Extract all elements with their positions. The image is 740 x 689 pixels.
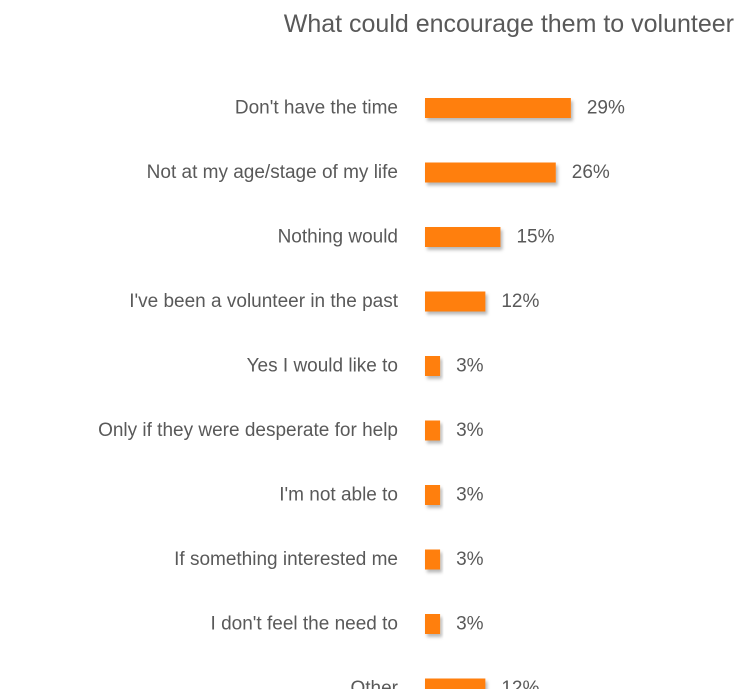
category-label: Don't have the time xyxy=(235,98,398,119)
category-label: Only if they were desperate for help xyxy=(98,420,398,441)
chart-title: What could encourage them to volunteer xyxy=(283,10,734,38)
category-label: Nothing would xyxy=(278,227,398,248)
value-label: 12% xyxy=(501,678,539,689)
bar xyxy=(425,420,441,441)
value-label: 3% xyxy=(456,549,484,570)
value-label: 26% xyxy=(572,162,610,183)
category-label: I don't feel the need to xyxy=(211,614,398,635)
value-label: 3% xyxy=(456,614,484,635)
bar xyxy=(425,98,571,118)
value-label: 12% xyxy=(501,291,539,312)
bar xyxy=(425,162,556,183)
category-label: Not at my age/stage of my life xyxy=(147,162,398,183)
value-label: 3% xyxy=(456,356,484,377)
bar xyxy=(425,291,486,312)
category-label: I've been a volunteer in the past xyxy=(129,291,398,312)
bar xyxy=(425,227,501,247)
value-label: 3% xyxy=(456,420,484,441)
category-label: If something interested me xyxy=(174,549,398,570)
bar xyxy=(425,356,441,376)
bar xyxy=(425,614,441,634)
category-label: Other xyxy=(350,678,398,689)
value-label: 3% xyxy=(456,485,484,506)
value-label: 15% xyxy=(516,227,554,248)
bars-group: Don't have the time 29% Not at my age/stag… xyxy=(98,98,625,689)
bar xyxy=(425,549,441,570)
category-label: Yes I would like to xyxy=(247,356,398,377)
bar xyxy=(425,678,486,689)
bar xyxy=(425,485,441,505)
value-label: 29% xyxy=(587,98,625,119)
category-label: I'm not able to xyxy=(279,485,398,506)
